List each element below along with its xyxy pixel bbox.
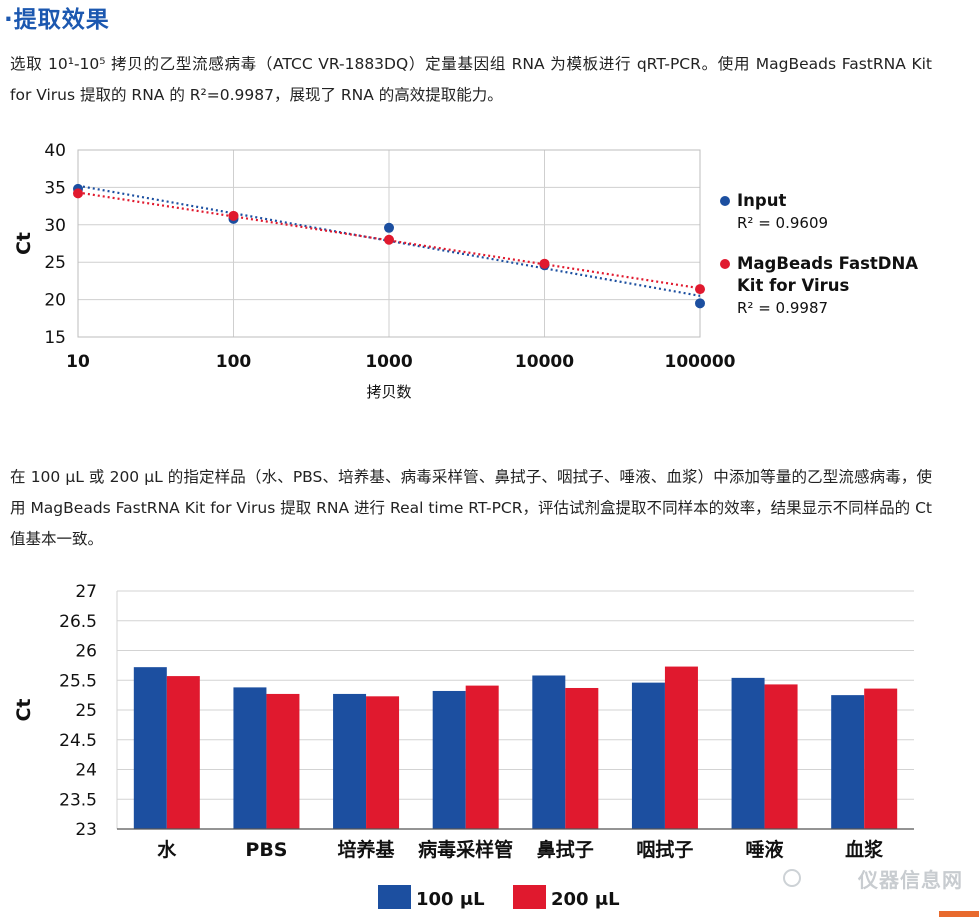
x-tick-label: 1000 (365, 352, 412, 372)
x-tick-label: 10 (66, 352, 90, 372)
y-tick-label: 25 (75, 701, 97, 721)
bar-200ul (565, 687, 599, 829)
y-tick-label: 23.5 (59, 790, 97, 810)
y-tick-label: 35 (44, 178, 66, 198)
y-tick-label: 23 (75, 820, 97, 840)
legend-label: Input (737, 191, 786, 210)
legend-label: 100 μL (416, 889, 485, 910)
standard-curve-chart: 15 20 25 30 35 40 10 100 1000 10000 100000 拷贝数 Ct Inp… (13, 141, 918, 401)
y-tick-label: 26 (75, 642, 97, 662)
data-point-series-1 (228, 210, 239, 221)
bar-200ul (764, 684, 798, 829)
category-label: 培养基 (338, 838, 396, 861)
bar-100ul (233, 687, 267, 829)
legend-marker (720, 259, 730, 269)
bar-100ul (631, 682, 665, 829)
legend-swatch (513, 885, 546, 909)
category-label: 病毒采样管 (418, 838, 513, 861)
bar-100ul (133, 667, 167, 829)
y-tick-label: 24 (75, 761, 97, 781)
sample-paragraph: 在 100 μL 或 200 μL 的指定样品（水、PBS、培养基、病毒采样管、… (10, 468, 932, 548)
x-tick-label: 10000 (515, 352, 574, 372)
y-tick-label: 15 (44, 328, 66, 348)
section-title: ·提取效果 (4, 7, 110, 33)
bar-200ul (266, 693, 300, 829)
legend-swatch (378, 885, 411, 909)
y-tick-label: 40 (44, 141, 66, 161)
x-axis-label: 拷贝数 (366, 383, 411, 401)
y-tick-label: 24.5 (59, 731, 97, 751)
legend-r2-label: R² = 0.9987 (737, 299, 828, 317)
legend-label: 200 μL (551, 889, 620, 910)
data-point-series-1 (73, 188, 83, 199)
bar-200ul (465, 685, 499, 829)
category-label: 咽拭子 (636, 838, 693, 861)
x-tick-label: 100000 (665, 352, 736, 372)
bar-200ul (166, 676, 200, 829)
y-tick-label: 20 (44, 291, 66, 311)
legend-label: MagBeads FastDNA (737, 254, 918, 273)
legend-label: Kit for Virus (737, 276, 849, 295)
bar-100ul (731, 677, 765, 829)
bar-200ul (864, 688, 898, 829)
watermark: 仪器信息网 (858, 868, 963, 892)
sample-ct-bar-chart: 23 23.5 24 24.5 25 25.5 26 26.5 27 Ct 水 PBS 培养基 病毒采样管… (13, 582, 914, 910)
plot-frame (77, 149, 701, 338)
bar-100ul (333, 693, 367, 829)
x-tick-label: 100 (216, 352, 252, 372)
data-point-series-0 (384, 222, 394, 233)
y-tick-label: 26.5 (59, 612, 97, 632)
data-point-series-1 (695, 284, 705, 295)
category-label: 鼻拭子 (537, 838, 594, 861)
data-point-series-0 (695, 298, 705, 309)
bar-100ul (831, 695, 865, 829)
bar-100ul (532, 675, 566, 829)
y-tick-label: 25.5 (59, 671, 97, 691)
category-label: 血浆 (845, 838, 884, 861)
legend-marker (720, 196, 730, 206)
corner-decoration (939, 911, 979, 917)
category-label: PBS (245, 839, 287, 861)
watermark-logo-icon (783, 869, 801, 887)
y-tick-label: 25 (44, 253, 66, 273)
data-point-series-1 (539, 258, 550, 269)
y-axis-label: Ct (13, 232, 35, 255)
bar-100ul (432, 690, 466, 829)
intro-paragraph: 选取 10¹-10⁵ 拷贝的乙型流感病毒（ATCC VR-1883DQ）定量基因… (10, 55, 932, 104)
y-tick-label: 27 (75, 582, 97, 602)
category-label: 唾液 (746, 838, 785, 861)
bar-200ul (366, 696, 400, 829)
y-tick-label: 30 (44, 216, 66, 236)
bar-200ul (664, 666, 698, 829)
data-point-series-1 (384, 234, 394, 245)
category-label: 水 (157, 839, 177, 861)
legend-r2-label: R² = 0.9609 (737, 214, 828, 232)
y-axis-label: Ct (13, 698, 35, 721)
